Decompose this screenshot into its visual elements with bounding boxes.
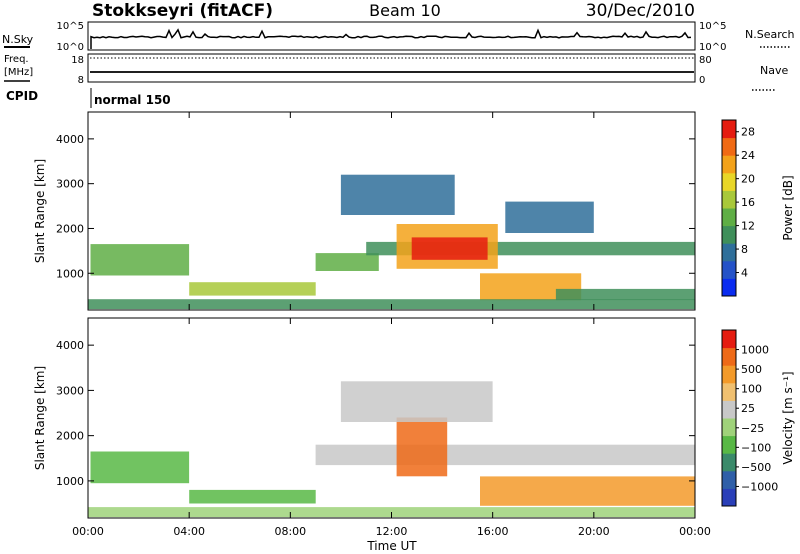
nsky-panel-frame <box>87 21 696 51</box>
colorbar-segment <box>722 382 736 401</box>
nsearch-label: N.Search <box>745 28 795 41</box>
cpid-label: CPID <box>6 89 38 103</box>
colorbar-tick-label: 24 <box>741 149 755 162</box>
freq-tick-bottom: 8 <box>78 75 84 86</box>
colorbar-segment <box>722 155 736 174</box>
colorbar-segment <box>722 488 736 507</box>
nsky-trace <box>90 28 692 49</box>
colorbar-segment <box>722 365 736 384</box>
x-tick-label: 04:00 <box>173 525 205 538</box>
colorbar-label: Velocity [m s⁻¹] <box>781 371 795 464</box>
y-tick-label: 1000 <box>56 267 84 280</box>
colorbar-tick-label: 16 <box>741 196 755 209</box>
y-tick-label: 4000 <box>56 133 84 146</box>
colorbar-tick-label: −1000 <box>741 480 778 493</box>
colorbar-segment <box>722 278 736 297</box>
date-title: 30/Dec/2010 <box>586 1 695 21</box>
y-tick-label: 3000 <box>56 384 84 397</box>
y-tick-label: 4000 <box>56 339 84 352</box>
x-tick-label: 20:00 <box>578 525 610 538</box>
beam-title: Beam 10 <box>369 1 441 20</box>
scatter-region <box>189 282 316 296</box>
colorbar-segment <box>722 470 736 489</box>
x-tick-label: 00:00 <box>72 525 104 538</box>
colorbar-segment <box>722 435 736 454</box>
y-tick-label: 1000 <box>56 475 84 488</box>
nsky-tick-top: 10^5 <box>57 21 84 32</box>
colorbar-tick-label: 8 <box>741 243 748 256</box>
scatter-region <box>315 444 695 466</box>
colorbar-frame <box>721 119 737 297</box>
colorbar-segment <box>722 330 736 349</box>
scatter-region <box>340 381 493 422</box>
x-tick-label: 08:00 <box>274 525 306 538</box>
nsearch-tick-top: 10^5 <box>699 21 726 32</box>
nsky-tick-bottom: 10^0 <box>57 42 84 53</box>
colorbar-segment <box>722 418 736 437</box>
colorbar-tick-label: 100 <box>741 383 762 396</box>
freq-panel-frame <box>87 53 696 83</box>
colorbar-segment <box>722 225 736 244</box>
colorbar-frame <box>721 329 737 507</box>
colorbar-tick-label: −500 <box>741 461 771 474</box>
cpid-value: normal 150 <box>94 93 171 107</box>
scatter-region <box>90 244 190 276</box>
scatter-region <box>411 237 488 260</box>
freq-label: Freq. <box>4 54 29 65</box>
colorbar-tick-label: −100 <box>741 441 771 454</box>
scatter-region <box>340 174 455 215</box>
nsearch-tick-bottom: 10^0 <box>699 42 726 53</box>
colorbar-segment <box>722 120 736 139</box>
colorbar-segment <box>722 400 736 419</box>
colorbar-segment <box>722 243 736 262</box>
colorbar-segment <box>722 208 736 227</box>
colorbar-segment <box>722 260 736 279</box>
scatter-region <box>555 288 695 301</box>
velocity-panel: 1000 2000 3000 4000 00:00 04:00 08:00 12:00 16:0… <box>33 317 795 538</box>
y-axis-label: Slant Range [km] <box>33 366 47 470</box>
y-tick-label: 2000 <box>56 222 84 235</box>
scatter-region <box>315 253 379 271</box>
colorbar-tick-label: 1000 <box>741 344 769 357</box>
scatter-region <box>505 201 594 233</box>
colorbar-label: Power [dB] <box>781 175 795 240</box>
freq-tick-top: 18 <box>71 55 84 66</box>
nave-label: Nave <box>760 64 788 77</box>
colorbar-segment <box>722 347 736 366</box>
nsky-label: N.Sky <box>2 33 34 46</box>
nave-tick-top: 80 <box>699 55 712 66</box>
colorbar-tick-label: 20 <box>741 173 755 186</box>
colorbar-tick-label: 25 <box>741 402 755 415</box>
colorbar-tick-label: 12 <box>741 220 755 233</box>
y-axis-label: Slant Range [km] <box>33 159 47 263</box>
x-axis-label: Time UT <box>366 539 417 553</box>
x-tick-label: 16:00 <box>477 525 509 538</box>
freq-unit: [MHz] <box>4 67 33 78</box>
y-tick-label: 2000 <box>56 430 84 443</box>
y-tick-label: 3000 <box>56 178 84 191</box>
nave-tick-bottom: 0 <box>699 75 705 86</box>
colorbar-tick-label: 4 <box>741 267 748 280</box>
x-tick-label: 00:00 <box>679 525 711 538</box>
colorbar-segment <box>722 172 736 191</box>
scatter-region <box>90 451 190 484</box>
colorbar-tick-label: 28 <box>741 126 755 139</box>
colorbar-segment <box>722 190 736 209</box>
scatter-region <box>480 476 695 506</box>
scatter-region <box>189 489 316 504</box>
x-tick-label: 12:00 <box>376 525 408 538</box>
scatter-region <box>396 417 448 477</box>
colorbar-segment <box>722 137 736 156</box>
colorbar-tick-label: 500 <box>741 363 762 376</box>
colorbar-segment <box>722 453 736 472</box>
station-title: Stokkseyri (fitACF) <box>92 1 273 21</box>
power-panel: 1000 2000 3000 4000 Slant Range [km] 4 8 12 16 20… <box>33 111 795 311</box>
colorbar-tick-label: −25 <box>741 422 764 435</box>
